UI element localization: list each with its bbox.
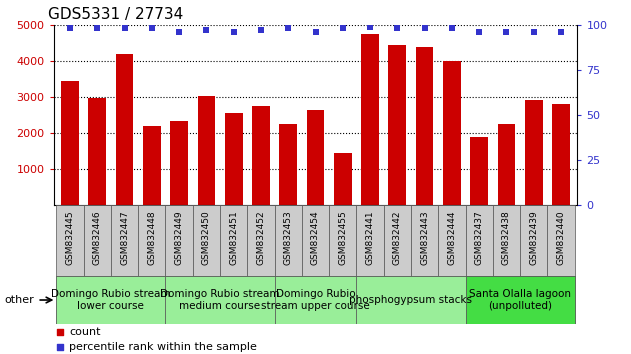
Point: [228, 29, 239, 35]
Text: GSM832450: GSM832450: [202, 210, 211, 265]
Text: GSM832452: GSM832452: [256, 210, 266, 265]
Bar: [520, 205, 547, 276]
Bar: [547, 205, 575, 276]
Text: Domingo Rubio stream
lower course: Domingo Rubio stream lower course: [51, 289, 170, 311]
Text: phosphogypsum stacks: phosphogypsum stacks: [350, 295, 473, 305]
Text: GSM832448: GSM832448: [147, 210, 156, 265]
Point: [392, 25, 403, 31]
Point: [310, 29, 321, 35]
Text: GSM832453: GSM832453: [284, 210, 293, 265]
Bar: [115, 54, 133, 205]
Bar: [56, 205, 84, 276]
Point: [55, 344, 65, 350]
Point: [92, 25, 102, 31]
Bar: [138, 205, 165, 276]
Point: [55, 330, 65, 335]
Bar: [165, 276, 274, 324]
Bar: [466, 205, 493, 276]
Point: [447, 25, 457, 31]
Bar: [198, 96, 215, 205]
Bar: [274, 276, 357, 324]
Point: [201, 27, 211, 33]
Bar: [470, 137, 488, 205]
Bar: [443, 61, 461, 205]
Text: percentile rank within the sample: percentile rank within the sample: [69, 342, 257, 352]
Bar: [384, 205, 411, 276]
Text: GSM832449: GSM832449: [175, 210, 184, 265]
Bar: [466, 276, 575, 324]
Bar: [170, 121, 188, 205]
Point: [338, 25, 348, 31]
Bar: [329, 205, 357, 276]
Bar: [165, 205, 192, 276]
Point: [529, 29, 539, 35]
Text: GSM832454: GSM832454: [311, 210, 320, 265]
Text: GSM832455: GSM832455: [338, 210, 347, 265]
Text: GSM832445: GSM832445: [66, 210, 74, 265]
Text: GSM832441: GSM832441: [365, 210, 375, 265]
Bar: [416, 47, 433, 205]
Text: GSM832437: GSM832437: [475, 210, 484, 265]
Point: [174, 29, 184, 35]
Point: [420, 25, 430, 31]
Text: GSM832438: GSM832438: [502, 210, 511, 265]
Text: Domingo Rubio stream
medium course: Domingo Rubio stream medium course: [160, 289, 280, 311]
Text: Domingo Rubio
stream upper course: Domingo Rubio stream upper course: [261, 289, 370, 311]
Bar: [334, 153, 351, 205]
Text: GSM832443: GSM832443: [420, 210, 429, 265]
Point: [556, 29, 566, 35]
Bar: [225, 113, 242, 205]
Bar: [411, 205, 439, 276]
Bar: [552, 104, 570, 205]
Point: [365, 24, 375, 29]
Bar: [84, 205, 111, 276]
Bar: [280, 125, 297, 205]
Bar: [192, 205, 220, 276]
Text: GSM832451: GSM832451: [229, 210, 238, 265]
Bar: [61, 81, 79, 205]
Bar: [357, 276, 466, 324]
Bar: [361, 34, 379, 205]
Bar: [88, 98, 106, 205]
Bar: [111, 205, 138, 276]
Point: [502, 29, 512, 35]
Text: GSM832442: GSM832442: [393, 210, 402, 265]
Text: Santa Olalla lagoon
(unpolluted): Santa Olalla lagoon (unpolluted): [469, 289, 571, 311]
Text: GSM832447: GSM832447: [120, 210, 129, 265]
Point: [256, 27, 266, 33]
Bar: [498, 125, 516, 205]
Text: GSM832440: GSM832440: [557, 210, 565, 265]
Bar: [525, 100, 543, 205]
Text: GSM832444: GSM832444: [447, 210, 456, 265]
Point: [119, 25, 129, 31]
Point: [474, 29, 484, 35]
Text: count: count: [69, 327, 101, 337]
Bar: [56, 276, 165, 324]
Bar: [252, 106, 270, 205]
Point: [283, 25, 293, 31]
Text: GSM832446: GSM832446: [93, 210, 102, 265]
Bar: [307, 110, 324, 205]
Bar: [247, 205, 274, 276]
Text: GSM832439: GSM832439: [529, 210, 538, 265]
Bar: [220, 205, 247, 276]
Text: other: other: [5, 295, 35, 305]
Bar: [493, 205, 520, 276]
Bar: [389, 45, 406, 205]
Point: [147, 25, 157, 31]
Bar: [143, 126, 161, 205]
Bar: [274, 205, 302, 276]
Text: GDS5331 / 27734: GDS5331 / 27734: [49, 7, 184, 22]
Bar: [439, 205, 466, 276]
Bar: [302, 205, 329, 276]
Bar: [357, 205, 384, 276]
Point: [65, 25, 75, 31]
